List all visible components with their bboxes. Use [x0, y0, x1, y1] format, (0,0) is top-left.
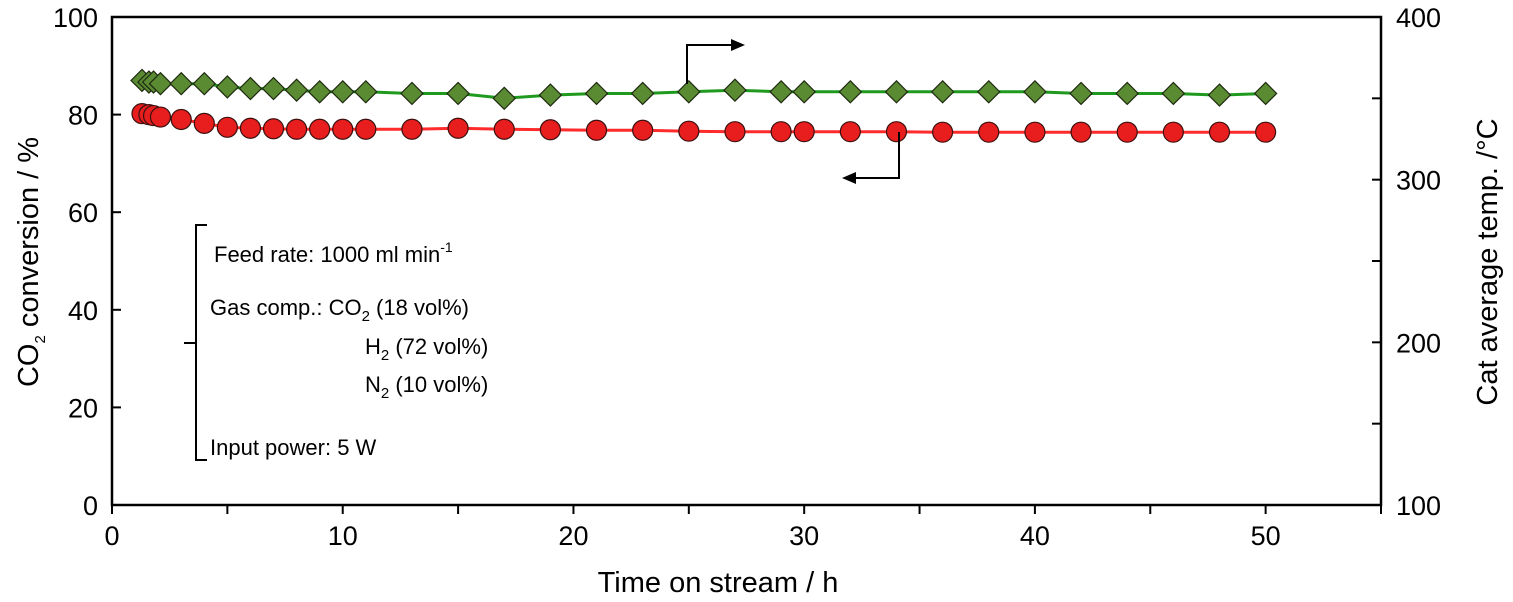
series-2-point	[307, 79, 332, 104]
series-2-point	[192, 71, 217, 96]
n2-note: N2 (10 vol%)	[365, 372, 488, 402]
y-right-axis-title: Cat average temp. /°C	[1472, 118, 1504, 405]
series-2-point	[169, 71, 194, 96]
y-left-tick-label: 20	[68, 393, 98, 423]
series-2-point	[1023, 79, 1047, 104]
series-1-point	[1024, 121, 1046, 143]
series-2-point	[330, 79, 355, 104]
series-2-point	[1253, 81, 1278, 106]
x-tick-label: 50	[1251, 521, 1281, 551]
series-1-point	[262, 118, 285, 140]
series-1-point	[285, 118, 308, 140]
feed-rate-note: Feed rate: 1000 ml min-1	[214, 239, 453, 267]
series-1-point	[149, 106, 172, 128]
y-left-tick-label: 0	[83, 491, 98, 521]
series-1-point	[170, 108, 192, 131]
series-1-point	[401, 118, 423, 140]
series-2-point	[261, 76, 286, 101]
series-2-point	[1161, 81, 1186, 106]
series-2-point	[676, 79, 701, 104]
series-2-point	[1207, 83, 1232, 107]
series-1-point	[1255, 121, 1277, 143]
tick-labels: 0 10 20 30 40 50 0 20 40 60 80 100 100 200 300 400	[53, 3, 1441, 551]
series-1-point	[1070, 121, 1092, 143]
series-1-point	[193, 112, 215, 134]
series-2-point	[400, 81, 424, 106]
x-tick-label: 20	[558, 521, 588, 551]
y-left-tick-label: 80	[68, 101, 98, 131]
series-2-point	[723, 78, 747, 103]
series-1-point	[932, 121, 954, 143]
y-left-tick-label: 60	[68, 198, 98, 228]
y-right-tick-label: 200	[1396, 328, 1441, 358]
y-right-tick-label: 100	[1396, 491, 1441, 521]
series-1-point	[632, 119, 654, 141]
series-2-point	[446, 81, 470, 106]
series-1-point	[1208, 121, 1231, 143]
series-2-point	[1069, 81, 1093, 106]
x-tick-label: 30	[789, 521, 819, 551]
y-left-tick-label: 100	[53, 3, 98, 33]
conditions-bracket	[195, 224, 207, 461]
arrow-right-axis-indicator	[686, 39, 745, 84]
series-1-point	[770, 121, 792, 143]
series-2-point	[1115, 81, 1140, 106]
series-2-point	[630, 81, 655, 106]
series-2-point	[538, 83, 563, 107]
series-1-point	[216, 116, 238, 138]
series-1-point	[793, 121, 815, 143]
series-markers	[130, 68, 1278, 143]
series-1-point	[309, 118, 331, 140]
series-1-point	[1162, 121, 1184, 143]
series-2-point	[884, 79, 909, 104]
series-2-point	[769, 79, 793, 104]
arrow-left-axis-indicator	[842, 132, 900, 184]
series-2-point	[238, 76, 263, 101]
series-2-point	[284, 78, 309, 103]
series-1-point	[885, 121, 908, 143]
series-1-point	[355, 118, 377, 140]
y-left-tick-label: 40	[68, 296, 98, 326]
series-1-point	[447, 117, 469, 139]
series-1-point	[332, 118, 354, 140]
series-1-point	[585, 119, 608, 141]
input-power-note: Input power: 5 W	[210, 435, 377, 460]
series-1-point	[839, 121, 861, 143]
series-2-point	[215, 75, 240, 99]
series-1-point	[493, 118, 515, 140]
x-tick-label: 10	[328, 521, 358, 551]
gas-comp-note: Gas comp.: CO2 (18 vol%)	[210, 295, 469, 325]
y-right-tick-label: 400	[1396, 3, 1441, 33]
axis-ticks	[111, 16, 1382, 514]
series-2-point	[838, 79, 863, 104]
series-1-point	[678, 120, 700, 142]
series-2-point	[492, 86, 517, 111]
y-right-tick-label: 300	[1396, 166, 1441, 196]
series-2-point	[792, 79, 817, 104]
series-1-point	[1116, 121, 1138, 143]
x-axis-title: Time on stream / h	[598, 567, 839, 599]
y-left-axis-title: CO2 conversion / %	[13, 137, 49, 387]
series-2-point	[976, 79, 1001, 104]
series-1-point	[239, 117, 262, 139]
series-1-point	[539, 119, 561, 141]
series-2-point	[353, 79, 378, 104]
series-2-point	[148, 71, 173, 96]
series-2-point	[584, 81, 609, 106]
x-tick-label: 40	[1020, 521, 1050, 551]
series-2-point	[930, 79, 955, 104]
x-tick-label: 0	[104, 521, 119, 551]
h2-note: H2 (72 vol%)	[365, 334, 488, 364]
series-1-point	[724, 121, 746, 143]
series-1-point	[978, 121, 1000, 143]
